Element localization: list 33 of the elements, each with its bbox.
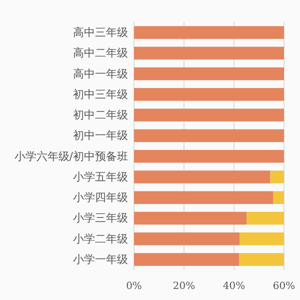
bar bbox=[134, 150, 284, 163]
bar bbox=[134, 253, 239, 266]
y-tick-label: 初中二年级 bbox=[73, 108, 128, 122]
y-tick-label: 小学二年级 bbox=[73, 232, 128, 246]
bar bbox=[134, 212, 247, 225]
y-tick-label: 小学五年级 bbox=[73, 170, 128, 184]
y-tick-label: 高中一年级 bbox=[73, 67, 128, 80]
bar bbox=[134, 88, 284, 101]
x-tick-label: 40% bbox=[222, 281, 246, 292]
bar bbox=[134, 129, 284, 142]
bar bbox=[246, 212, 284, 225]
x-tick-label: 20% bbox=[172, 281, 196, 292]
bar bbox=[134, 67, 284, 80]
bar bbox=[134, 191, 273, 204]
bar bbox=[134, 170, 270, 184]
bar bbox=[134, 26, 284, 39]
y-tick-label: 小学三年级 bbox=[73, 212, 128, 225]
bar bbox=[134, 46, 284, 60]
y-tick-label: 高中三年级 bbox=[73, 26, 128, 40]
y-tick-label: 初中三年级 bbox=[73, 88, 128, 101]
y-tick-label: 小学四年级 bbox=[73, 191, 128, 204]
bar bbox=[134, 232, 240, 246]
bar bbox=[273, 191, 284, 204]
bar bbox=[240, 232, 284, 246]
y-tick-label: 高中二年级 bbox=[73, 46, 128, 60]
bar bbox=[270, 170, 284, 184]
y-tick-label: 初中一年级 bbox=[73, 129, 128, 142]
y-tick-label: 小学六年级/初中预备班 bbox=[14, 150, 128, 163]
x-tick-label: 60% bbox=[272, 281, 296, 292]
y-tick-label: 小学一年级 bbox=[73, 253, 128, 266]
bar bbox=[239, 253, 284, 266]
bar bbox=[134, 108, 284, 122]
x-tick-label: 0% bbox=[126, 281, 142, 292]
